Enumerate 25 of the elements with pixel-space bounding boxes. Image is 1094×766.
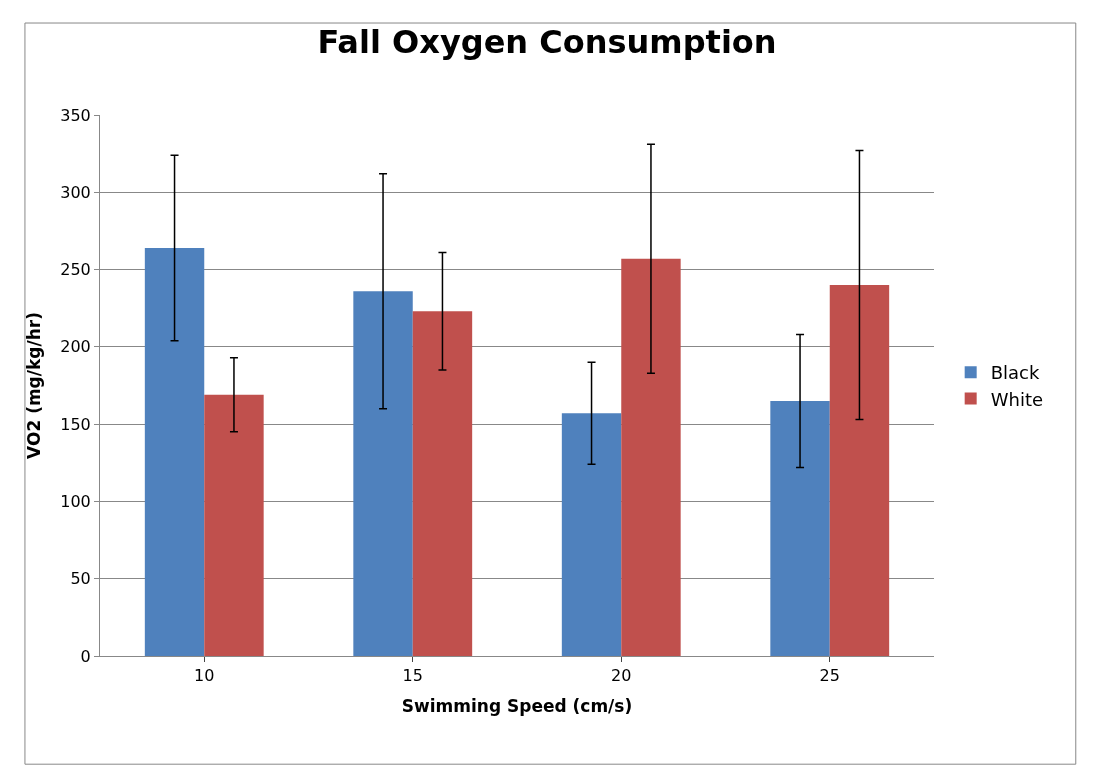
x-tick-label: 10 bbox=[194, 666, 215, 686]
bar bbox=[144, 247, 205, 656]
y-tick-label: 100 bbox=[60, 492, 91, 512]
y-tick-label: 150 bbox=[60, 414, 91, 434]
bar bbox=[412, 311, 473, 656]
bar bbox=[561, 413, 622, 656]
legend-label: White bbox=[990, 388, 1044, 410]
y-tick-label: 300 bbox=[60, 182, 91, 202]
legend-label: Black bbox=[990, 362, 1040, 384]
bar bbox=[829, 285, 890, 656]
x-tick-label: 15 bbox=[402, 666, 423, 686]
x-tick-label: 25 bbox=[819, 666, 840, 686]
bar bbox=[621, 258, 681, 656]
bar bbox=[204, 394, 264, 656]
y-tick-label: 200 bbox=[60, 337, 91, 357]
x-axis-title: Swimming Speed (cm/s) bbox=[401, 695, 633, 716]
bar bbox=[353, 291, 413, 656]
chart-title: Fall Oxygen Consumption bbox=[317, 23, 777, 62]
bar bbox=[770, 400, 830, 656]
y-tick-label: 350 bbox=[60, 105, 91, 125]
y-tick-label: 50 bbox=[70, 569, 91, 589]
y-axis-title: VO2 (mg/kg/hr) bbox=[23, 312, 44, 459]
y-tick-label: 250 bbox=[60, 260, 91, 280]
x-tick-label: 20 bbox=[611, 666, 632, 686]
y-tick-label: 0 bbox=[80, 646, 91, 666]
